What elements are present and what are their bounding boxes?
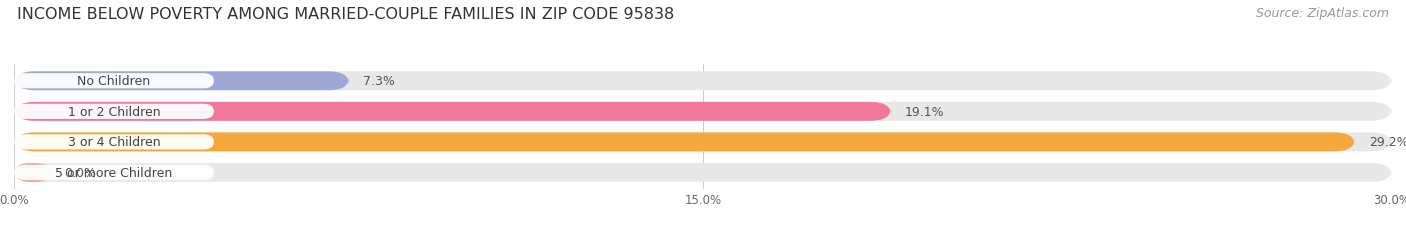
Text: 19.1%: 19.1%	[905, 105, 945, 118]
FancyBboxPatch shape	[14, 163, 1392, 182]
FancyBboxPatch shape	[14, 165, 214, 180]
FancyBboxPatch shape	[14, 104, 214, 119]
Text: 3 or 4 Children: 3 or 4 Children	[67, 136, 160, 149]
Text: 1 or 2 Children: 1 or 2 Children	[67, 105, 160, 118]
Text: INCOME BELOW POVERTY AMONG MARRIED-COUPLE FAMILIES IN ZIP CODE 95838: INCOME BELOW POVERTY AMONG MARRIED-COUPL…	[17, 7, 673, 22]
FancyBboxPatch shape	[14, 72, 349, 91]
FancyBboxPatch shape	[14, 102, 1392, 121]
FancyBboxPatch shape	[14, 135, 214, 150]
Text: 29.2%: 29.2%	[1369, 136, 1406, 149]
FancyBboxPatch shape	[14, 133, 1355, 152]
Text: Source: ZipAtlas.com: Source: ZipAtlas.com	[1256, 7, 1389, 20]
FancyBboxPatch shape	[14, 72, 1392, 91]
Text: 0.0%: 0.0%	[65, 166, 97, 179]
FancyBboxPatch shape	[14, 163, 51, 182]
FancyBboxPatch shape	[14, 74, 214, 89]
FancyBboxPatch shape	[14, 102, 891, 121]
FancyBboxPatch shape	[14, 133, 1392, 152]
Text: 7.3%: 7.3%	[363, 75, 395, 88]
Text: No Children: No Children	[77, 75, 150, 88]
Text: 5 or more Children: 5 or more Children	[55, 166, 173, 179]
